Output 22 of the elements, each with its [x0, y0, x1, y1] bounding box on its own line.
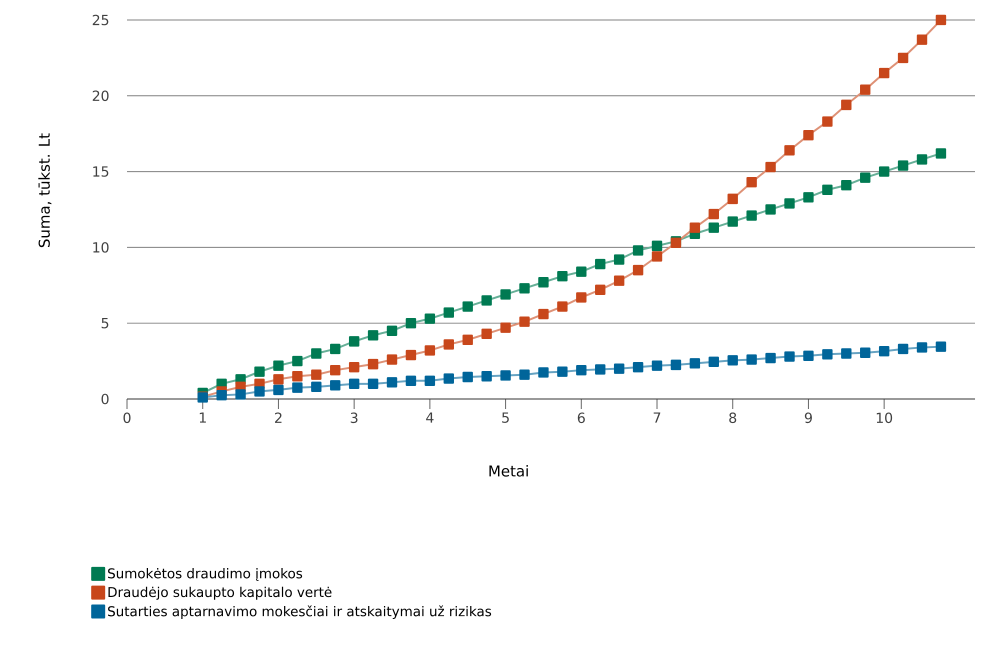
- y-tick-label: 20: [92, 90, 109, 102]
- y-axis-title: Suma, tūkst. Lt: [38, 133, 52, 248]
- x-tick-label: 9: [804, 412, 812, 424]
- x-tick-label: 0: [123, 412, 131, 424]
- y-tick-label: 25: [92, 14, 108, 26]
- x-tick-label: 3: [350, 412, 358, 424]
- x-tick-label: 5: [502, 412, 509, 423]
- legend-label: Draudėjo sukaupto kapitalo vertė: [108, 586, 332, 600]
- y-tick-label: 0: [102, 394, 109, 404]
- x-tick-label: 8: [729, 412, 736, 424]
- y-tick-label: 10: [93, 242, 109, 253]
- y-tick-label: 15: [93, 166, 108, 177]
- x-tick-label: 2: [275, 412, 282, 423]
- x-tick-label: 7: [654, 412, 660, 423]
- x-tick-label: 6: [578, 412, 585, 424]
- legend-label: Sumokėtos draudimo įmokos: [108, 568, 302, 581]
- x-tick-label: 1: [200, 412, 206, 423]
- x-tick-label: 4: [426, 412, 434, 423]
- x-tick-label: 10: [876, 412, 892, 424]
- x-axis-title: Metai: [489, 465, 528, 477]
- legend-label: Sutarties aptarnavimo mokesčiai ir atskaitymai už rizikas: [108, 605, 492, 619]
- y-tick-label: 5: [102, 318, 108, 328]
